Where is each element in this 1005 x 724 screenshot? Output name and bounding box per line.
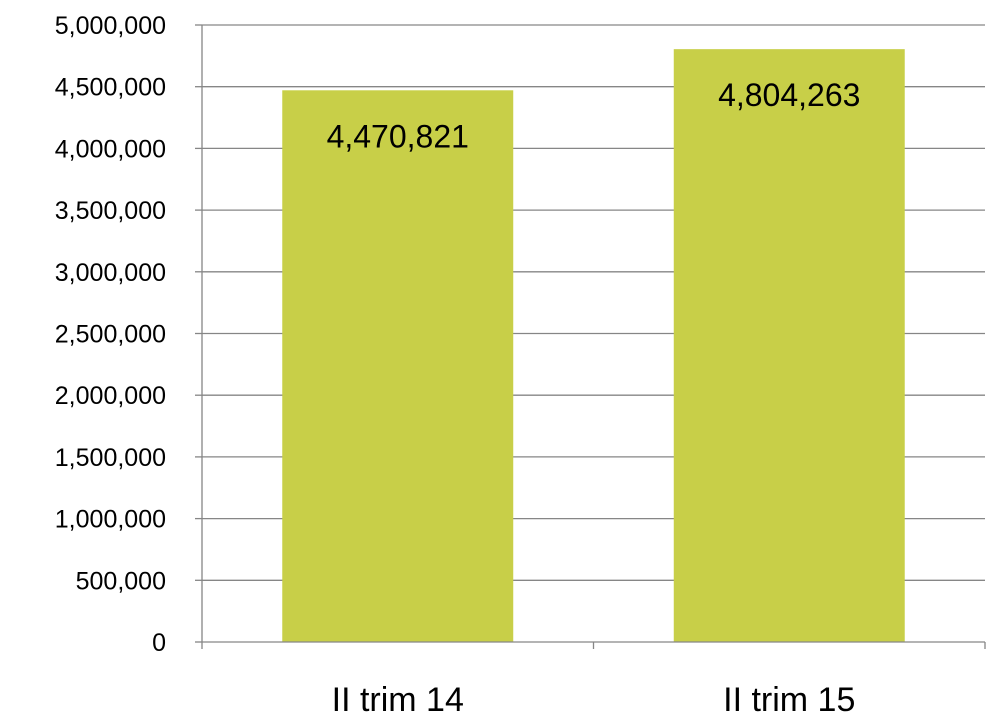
y-tick-label: 1,500,000 bbox=[55, 444, 166, 472]
y-tick-label: 1,000,000 bbox=[55, 506, 166, 534]
y-tick-label: 5,000,000 bbox=[55, 12, 166, 40]
x-category-label: II trim 15 bbox=[723, 681, 855, 719]
y-axis-tick-labels: 0 500,000 1,000,000 1,500,000 2,000,000 2,500… bbox=[55, 12, 166, 657]
y-tick-label: 500,000 bbox=[76, 567, 166, 595]
y-tick-label: 4,500,000 bbox=[55, 74, 166, 102]
axes bbox=[195, 24, 986, 649]
y-tick-label: 0 bbox=[152, 629, 166, 657]
y-tick-label: 3,500,000 bbox=[55, 197, 166, 225]
bar bbox=[673, 49, 905, 643]
bar-value-label: 4,470,821 bbox=[327, 118, 469, 154]
bar bbox=[282, 90, 514, 643]
x-axis-category-labels: II trim 14 II trim 15 bbox=[332, 681, 856, 719]
y-tick-label: 2,000,000 bbox=[55, 382, 166, 410]
x-category-label: II trim 14 bbox=[332, 681, 464, 719]
bar-value-label: 4,804,263 bbox=[718, 77, 860, 113]
data-labels: 4,470,821 4,804,263 bbox=[327, 77, 861, 154]
bars bbox=[282, 49, 905, 643]
y-tick-label: 4,000,000 bbox=[55, 135, 166, 163]
y-tick-label: 2,500,000 bbox=[55, 321, 166, 349]
y-tick-label: 3,000,000 bbox=[55, 259, 166, 287]
